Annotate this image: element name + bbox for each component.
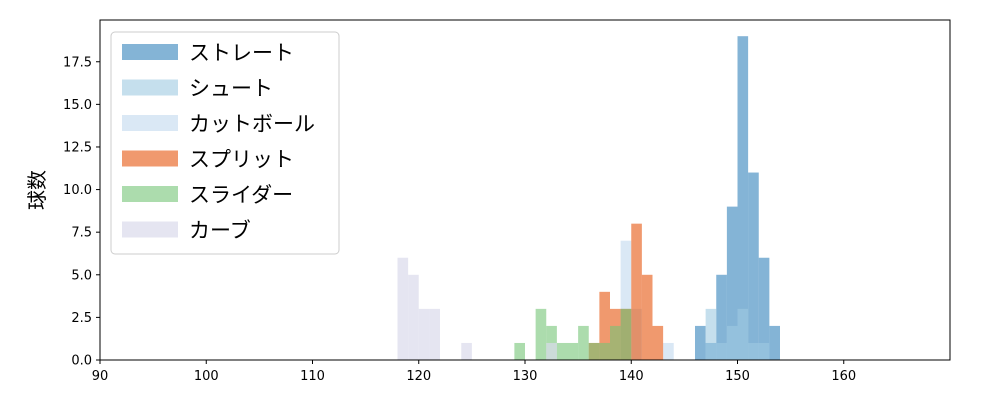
bar-5-1 — [408, 274, 419, 360]
bar-4-6 — [588, 342, 600, 360]
bar-4-4 — [567, 342, 579, 360]
bar-0-4 — [737, 36, 749, 360]
y-tick-label: 17.5 — [63, 55, 92, 70]
bar-0-7 — [769, 325, 780, 360]
legend-swatch — [122, 44, 178, 60]
bars-layer — [397, 36, 780, 360]
x-tick-label: 160 — [831, 369, 856, 384]
legend-label: シュート — [189, 77, 273, 101]
x-tick-label: 140 — [619, 369, 644, 384]
bar-5-3 — [429, 308, 440, 360]
bar-0-0 — [695, 325, 706, 360]
bar-1-1 — [716, 342, 727, 360]
bar-0-2 — [716, 274, 727, 360]
y-tick-label: 5.0 — [71, 268, 92, 283]
bar-4-7 — [599, 342, 610, 360]
bar-5-2 — [418, 308, 430, 360]
legend-swatch — [122, 115, 178, 131]
legend-label: カットボール — [189, 112, 315, 136]
bar-5-0 — [397, 257, 409, 360]
bar-4-5 — [578, 325, 589, 360]
legend-swatch — [122, 186, 178, 202]
bar-1-5 — [758, 342, 770, 360]
legend-swatch — [122, 79, 178, 96]
bar-1-3 — [737, 308, 749, 360]
x-axis: 90 100 110 120 130 140 150 160 — [92, 360, 856, 384]
x-tick-label: 150 — [725, 369, 750, 384]
bar-3-4 — [631, 223, 642, 360]
x-tick-label: 110 — [300, 369, 325, 384]
bar-3-1 — [599, 291, 610, 360]
y-tick-label: 7.5 — [71, 226, 92, 241]
bar-1-2 — [726, 325, 738, 360]
bar-4-3 — [556, 342, 568, 360]
bar-0-6 — [758, 257, 770, 360]
x-tick-label: 130 — [513, 369, 538, 384]
y-tick-label: 2.5 — [71, 311, 92, 326]
bar-0-5 — [748, 172, 759, 360]
bar-1-4 — [748, 342, 759, 360]
x-tick-label: 100 — [194, 369, 219, 384]
bar-4-9 — [620, 308, 632, 360]
legend-swatch — [122, 221, 178, 238]
y-tick-label: 15.0 — [63, 98, 92, 113]
bar-4-8 — [610, 325, 621, 360]
bar-4-1 — [535, 308, 547, 360]
bar-5-4 — [461, 342, 472, 360]
x-tick-label: 120 — [406, 369, 431, 384]
y-tick-label: 10.0 — [63, 183, 92, 198]
bar-3-6 — [652, 325, 664, 360]
legend-label: スプリット — [189, 148, 294, 172]
legend-label: スライダー — [189, 183, 293, 207]
legend-label: カーブ — [189, 219, 251, 243]
y-tick-label: 12.5 — [63, 140, 92, 155]
legend-label: ストレート — [189, 41, 294, 65]
bar-2-0 — [620, 240, 632, 360]
bar-4-0 — [514, 342, 525, 360]
y-axis: 0.0 2.5 5.0 7.5 10.0 12.5 15.0 17.5 — [63, 55, 100, 369]
bar-2-2 — [663, 342, 674, 360]
x-tick-label: 90 — [92, 369, 109, 384]
bar-5-5 — [546, 342, 557, 360]
bar-3-5 — [641, 274, 653, 360]
bar-1-0 — [705, 308, 717, 360]
y-tick-label: 0.0 — [71, 354, 92, 369]
y-axis-label: 球数 — [25, 170, 49, 210]
bar-0-3 — [726, 206, 738, 360]
legend-swatch — [122, 150, 178, 167]
